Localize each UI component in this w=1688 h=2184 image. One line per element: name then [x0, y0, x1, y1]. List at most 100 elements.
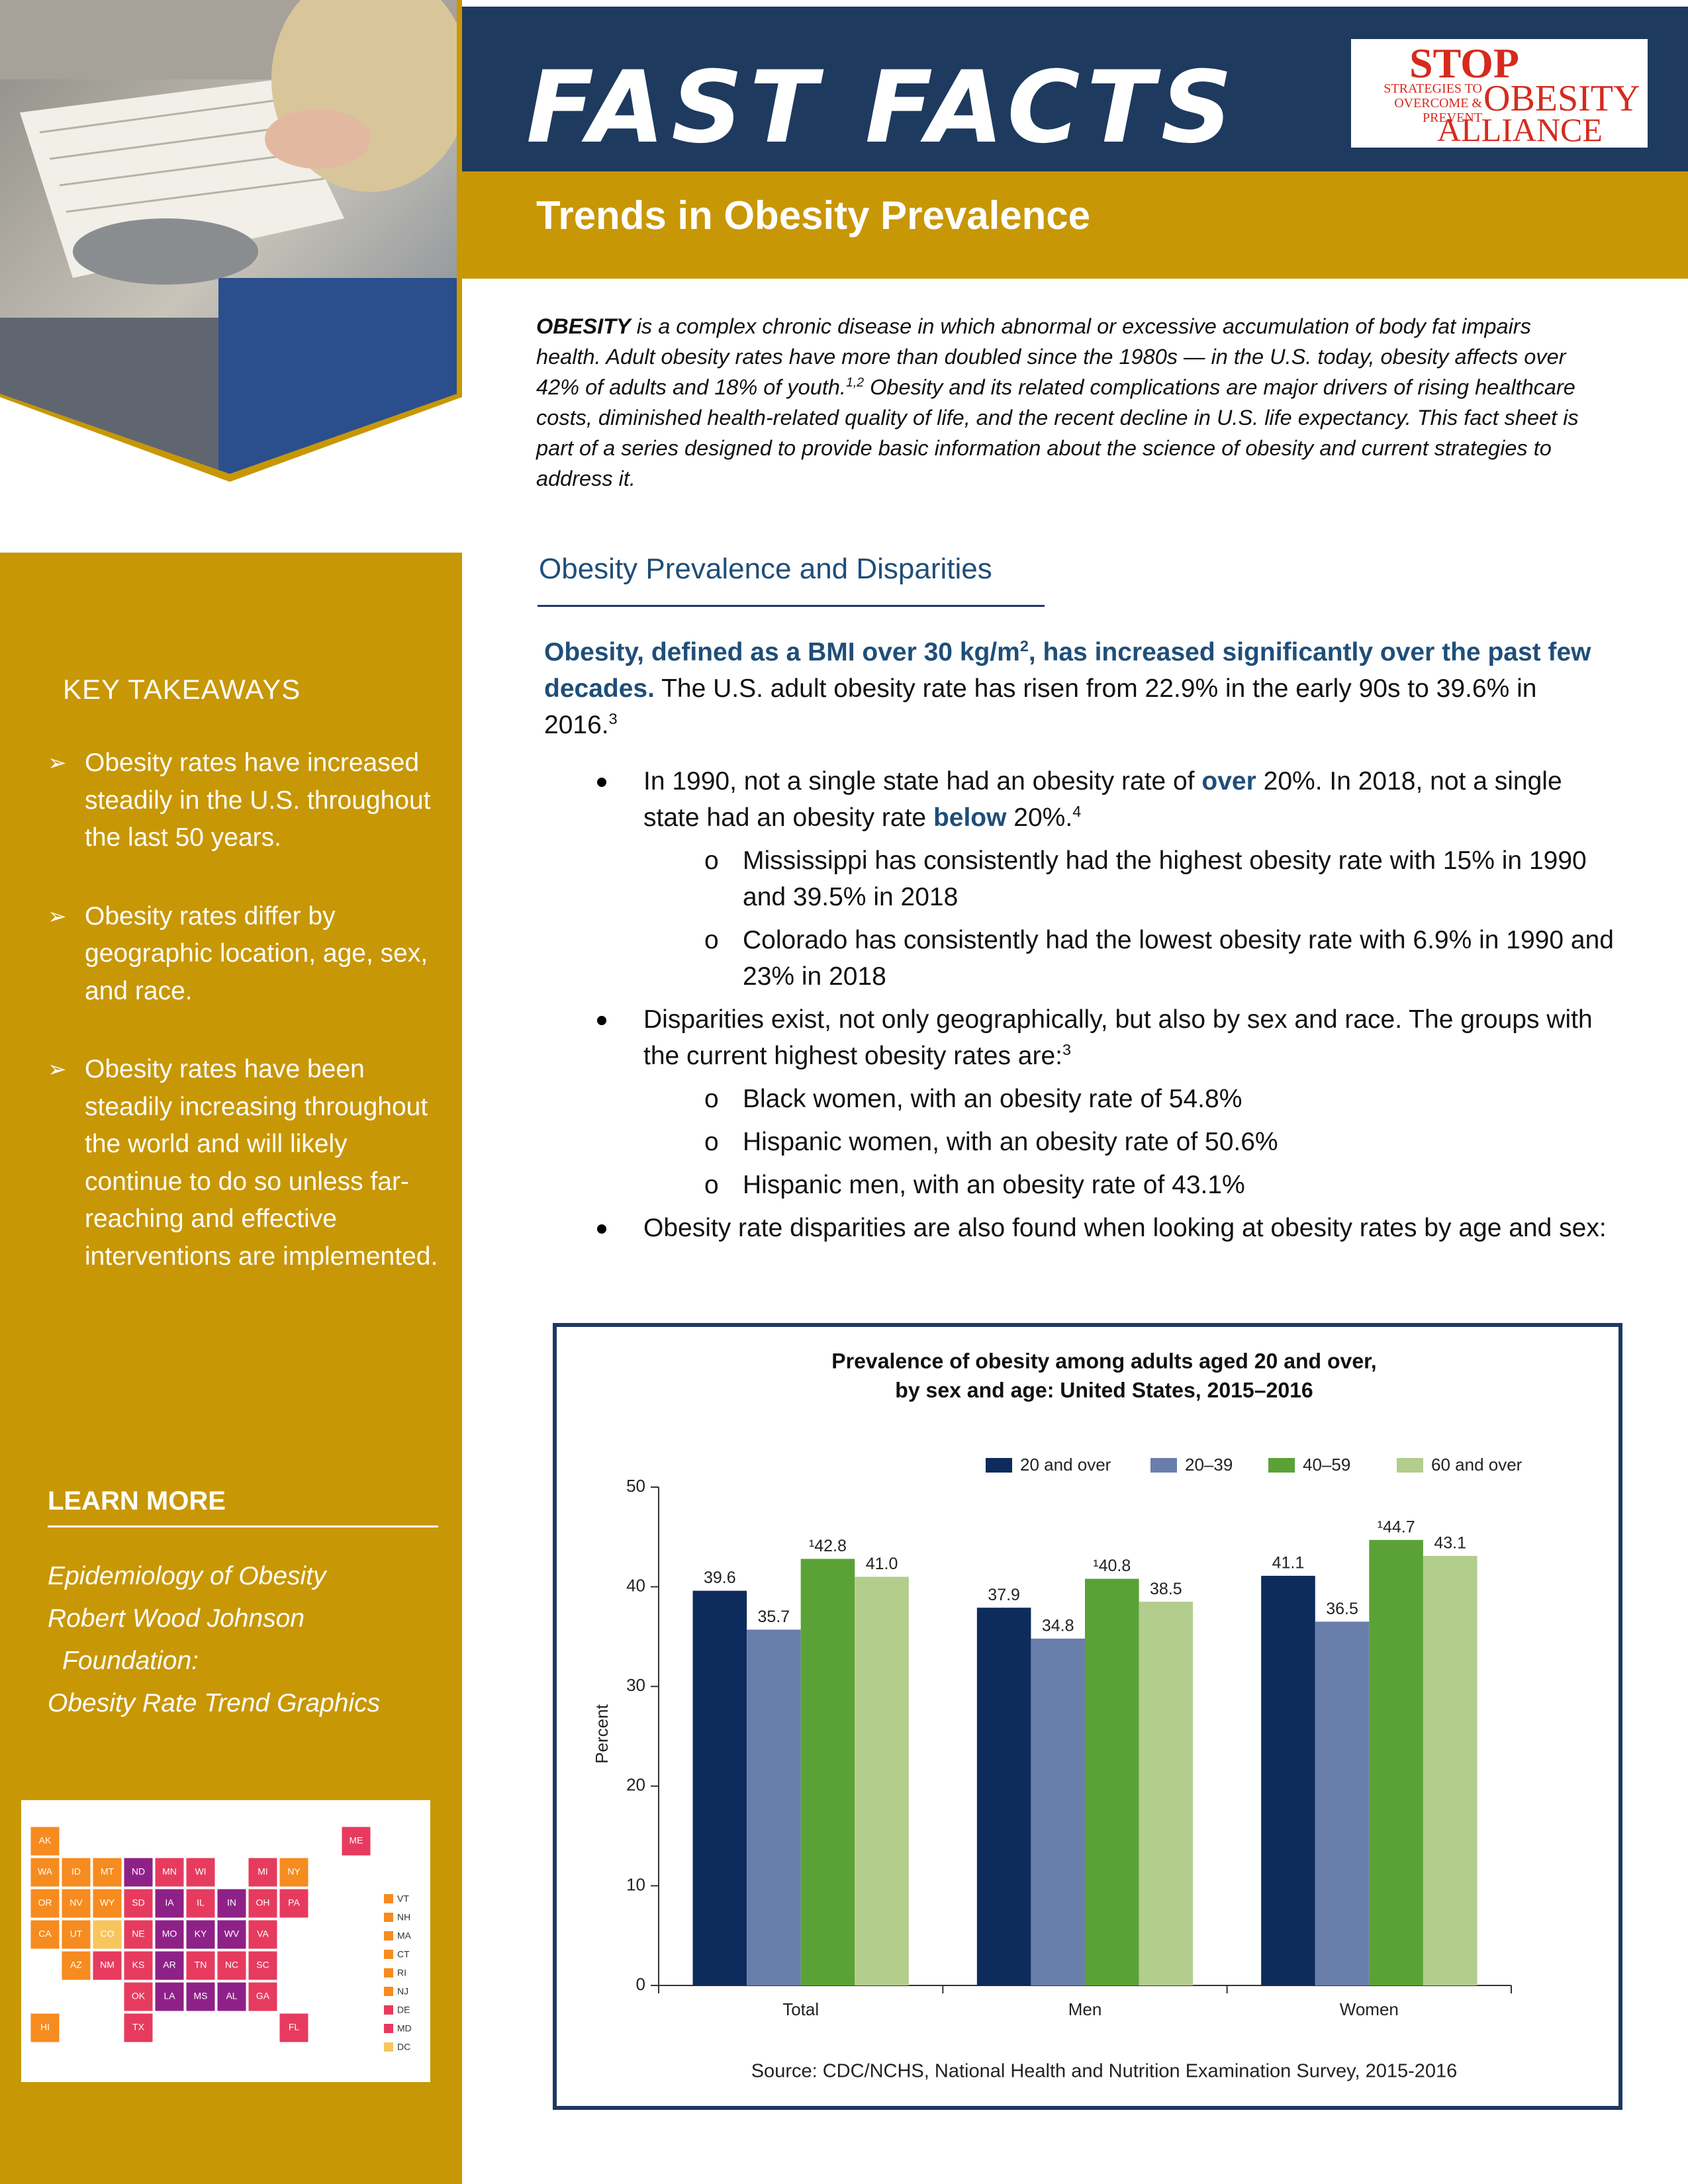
state-tile [92, 1919, 122, 1950]
legend-label: VT [397, 1893, 409, 1904]
bar [1315, 1621, 1370, 1985]
state-label: KS [132, 1960, 145, 1970]
intro-text: is a complex chronic disease in which ab… [536, 314, 1566, 399]
state-label: WI [195, 1866, 206, 1877]
x-tick-label: Total [782, 1999, 819, 2019]
state-label: GA [256, 1991, 270, 2001]
state-tile [30, 2013, 60, 2043]
legend-swatch [1268, 1458, 1295, 1473]
link[interactable]: Foundation: [62, 1647, 199, 1675]
data-label: ¹40.8 [1093, 1557, 1131, 1575]
legend-swatch [384, 1968, 393, 1978]
state-tile [154, 1857, 185, 1888]
citation: 1,2 [845, 375, 865, 390]
state-tile [216, 1919, 247, 1950]
learn-more-title: LEARN MORE [48, 1486, 226, 1516]
logo-tagline-line: STRATEGIES TO [1383, 81, 1482, 96]
divider [48, 1525, 438, 1527]
state-tile [123, 1857, 154, 1888]
bullet-text: Disparities exist, not only geographical… [643, 1005, 1593, 1070]
takeaway-list: Obesity rates have increased steadily in… [0, 745, 444, 1316]
state-label: HI [40, 2022, 50, 2032]
state-label: PA [288, 1897, 300, 1908]
legend-swatch [384, 1894, 393, 1903]
legend-label: MA [397, 1931, 412, 1941]
state-label: KY [195, 1929, 207, 1939]
state-tile [92, 1888, 122, 1919]
state-tile [123, 1919, 154, 1950]
y-tick-label: 0 [636, 1974, 645, 1994]
header-photo [0, 0, 462, 482]
state-label: MN [162, 1866, 177, 1877]
state-label: NC [225, 1960, 238, 1970]
state-tile [154, 1919, 185, 1950]
bar [1139, 1602, 1194, 1985]
state-label: OR [38, 1897, 52, 1908]
y-tick-label: 40 [626, 1575, 645, 1595]
legend-label: 60 and over [1431, 1455, 1523, 1475]
data-label: 43.1 [1434, 1534, 1466, 1553]
legend-label: MD [397, 2023, 412, 2034]
legend-swatch [1150, 1458, 1177, 1473]
state-label: NM [100, 1960, 115, 1970]
state-label: AZ [70, 1960, 82, 1970]
bullet-text: 20%. In 2018, not a single state had an … [643, 767, 1562, 832]
state-tile [248, 1888, 278, 1919]
y-axis-label: Percent [592, 1704, 612, 1763]
legend-swatch [986, 1458, 1012, 1473]
state-tile [123, 1981, 154, 2012]
state-label: NY [287, 1866, 301, 1877]
data-label: 39.6 [704, 1569, 736, 1587]
bar [1369, 1539, 1423, 1985]
legend-label: 20–39 [1185, 1455, 1233, 1475]
state-label: MT [101, 1866, 115, 1877]
state-label: AL [226, 1991, 237, 2001]
chart-source: Source: CDC/NCHS, National Health and Nu… [751, 2061, 1458, 2082]
page-subtitle: Trends in Obesity Prevalence [536, 193, 1091, 238]
state-tile [279, 1888, 309, 1919]
y-tick-label: 30 [626, 1675, 645, 1695]
state-tile [30, 1919, 60, 1950]
legend-label: DE [397, 2005, 410, 2015]
state-tile [30, 1826, 60, 1856]
link[interactable]: Epidemiology of Obesity [48, 1562, 326, 1590]
state-label: SD [132, 1897, 144, 1908]
citation: 3 [608, 710, 618, 727]
legend-swatch [384, 2042, 393, 2052]
learn-more-links: Epidemiology of Obesity Robert Wood John… [48, 1555, 380, 1725]
lead-emphasis: Obesity, defined as a BMI over 30 kg/m [544, 638, 1020, 666]
state-tile [185, 1857, 216, 1888]
legend-swatch [384, 1931, 393, 1940]
page-title: FAST FACTS [526, 50, 1239, 165]
legend-label: RI [397, 1968, 406, 1978]
sub-bullet: Mississippi has consistently had the hig… [643, 842, 1617, 915]
state-tile [123, 1950, 154, 1981]
state-label: ID [71, 1866, 81, 1877]
link[interactable]: Robert Wood Johnson [48, 1604, 305, 1633]
bar [976, 1608, 1031, 1985]
state-tile [92, 1857, 122, 1888]
bullet-text: Obesity rate disparities are also found … [643, 1214, 1607, 1242]
state-tile [185, 1950, 216, 1981]
logo: STOP STRATEGIES TO OVERCOME & PREVENT OB… [1351, 39, 1648, 148]
bar [800, 1559, 855, 1985]
sidebar-title: KEY TAKEAWAYS [63, 674, 301, 705]
section-title: Obesity Prevalence and Disparities [539, 553, 992, 585]
state-tile [279, 1857, 309, 1888]
legend-swatch [384, 1987, 393, 1996]
state-label: MS [194, 1991, 208, 2001]
map-panel: AK ME WA ID MT ND MN WI MI NY OR NV WY SD IA IL IN OH PA CA… [21, 1800, 430, 2082]
state-label: CA [38, 1929, 52, 1939]
state-label: TX [132, 2022, 145, 2032]
state-tile [123, 2013, 154, 2043]
data-label: 41.0 [866, 1555, 898, 1573]
state-label: NE [132, 1929, 144, 1939]
takeaway: Obesity rates differ by geographic locat… [0, 898, 444, 1011]
data-label: 37.9 [988, 1586, 1020, 1604]
photo [0, 0, 457, 474]
data-label: ¹44.7 [1378, 1518, 1415, 1536]
link[interactable]: Obesity Rate Trend Graphics [48, 1689, 381, 1717]
state-label: TN [195, 1960, 207, 1970]
logo-stop: STOP [1409, 40, 1519, 87]
